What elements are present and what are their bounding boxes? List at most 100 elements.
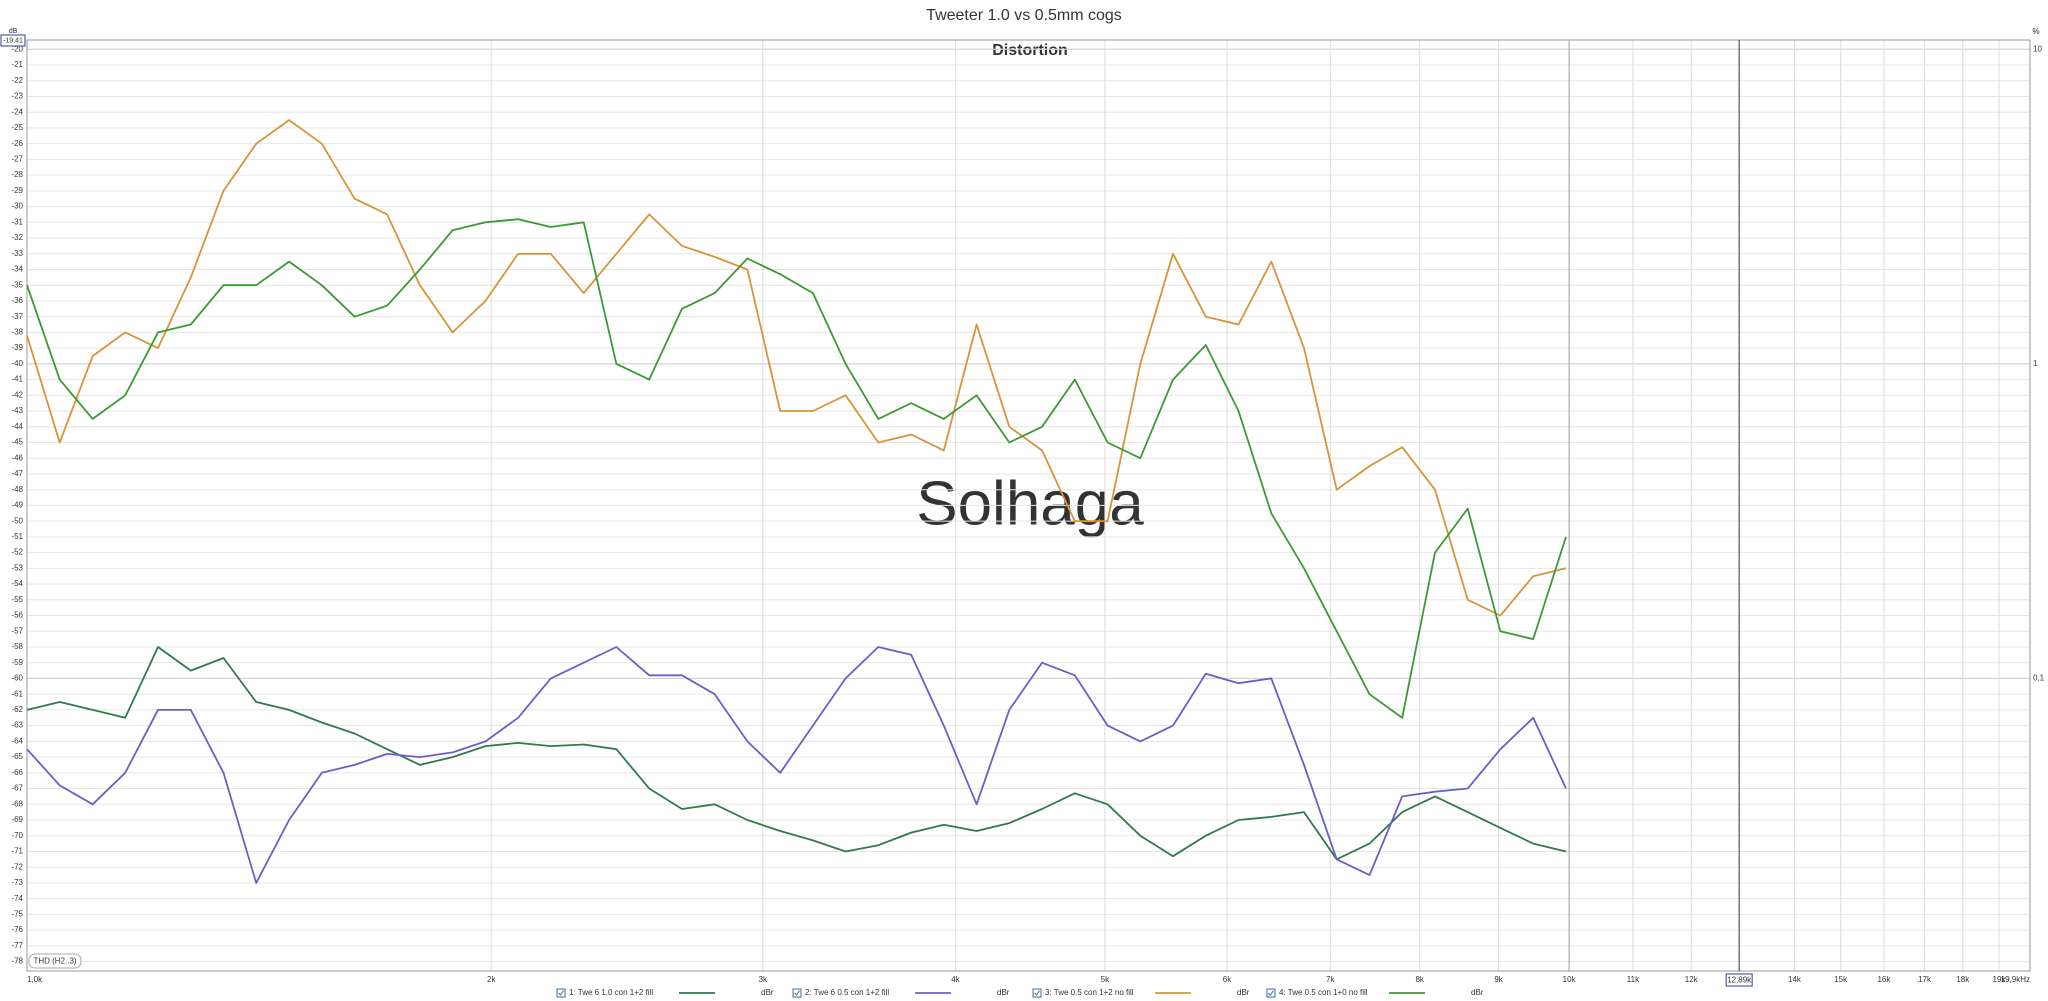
x-tick-label: 5k: [1101, 975, 1110, 984]
y2-axis-label: %: [2032, 27, 2039, 36]
badge-box: [28, 953, 82, 969]
legend-unit: dBr: [761, 988, 774, 997]
y2-tick-label: 0,1: [2033, 674, 2045, 683]
x-tick-label: 3k: [759, 975, 768, 984]
y-tick-label: -20: [11, 44, 23, 53]
x-tick-label: 12k: [1685, 975, 1699, 984]
y-tick-label: -45: [11, 438, 23, 447]
y-tick-label: -34: [11, 265, 23, 274]
x-tick-label: 19k: [1993, 975, 2007, 984]
plot-frame: [26, 39, 2031, 972]
y-tick-label: -28: [11, 170, 23, 179]
legend-unit: dBr: [1237, 988, 1250, 997]
legend-checkbox[interactable]: [792, 988, 802, 998]
x-tick-label: 14k: [1788, 975, 1802, 984]
y-tick-label: -65: [11, 752, 23, 761]
y-tick-label: -53: [11, 563, 23, 572]
y-tick-label: -44: [11, 422, 23, 431]
y-tick-label: -67: [11, 784, 23, 793]
legend-checkbox[interactable]: [556, 988, 566, 998]
y-tick-label: -26: [11, 139, 23, 148]
y-tick-label: -21: [11, 60, 23, 69]
y-tick-label: -71: [11, 847, 23, 856]
y-tick-label: -31: [11, 217, 23, 226]
y-tick-label: -40: [11, 359, 23, 368]
legend-label: 2: Twe 6 0.5 con 1+2 fill: [805, 988, 889, 997]
y-tick-label: -32: [11, 233, 23, 242]
y-tick-label: -73: [11, 878, 23, 887]
y-tick-label: -68: [11, 799, 23, 808]
y2-tick-label: 10: [2033, 44, 2042, 53]
y-tick-label: -63: [11, 721, 23, 730]
y-tick-label: -62: [11, 705, 23, 714]
y-tick-label: -29: [11, 186, 23, 195]
legend-unit: dBr: [997, 988, 1010, 997]
series-line: [26, 646, 1567, 884]
y-tick-label: -23: [11, 92, 23, 101]
y-tick-label: -48: [11, 485, 23, 494]
y-tick-label: -72: [11, 862, 23, 871]
x-tick-label: 17k: [1918, 975, 1932, 984]
y-tick-label: -66: [11, 768, 23, 777]
y-tick-label: -59: [11, 658, 23, 667]
y-tick-label: -35: [11, 280, 23, 289]
y-tick-label: -52: [11, 548, 23, 557]
x-tick-label: 9k: [1494, 975, 1503, 984]
y-tick-label: -57: [11, 626, 23, 635]
legend-check: [1034, 990, 1040, 996]
y-tick-label: -76: [11, 925, 23, 934]
legend-checkbox[interactable]: [1266, 988, 1276, 998]
x-tick-label: 4k: [951, 975, 960, 984]
y-tick-label: -56: [11, 611, 23, 620]
y-tick-label: -51: [11, 532, 23, 541]
legend-check: [1268, 990, 1274, 996]
y-tick-label: -75: [11, 909, 23, 918]
y-tick-label: -30: [11, 202, 23, 211]
badge-label: THD (H2..3): [33, 957, 76, 966]
y-tick-label: -78: [11, 957, 23, 966]
y2-tick-label: 1: [2033, 359, 2038, 368]
x-tick-label: 15k: [1834, 975, 1848, 984]
watermark: Solhaga: [916, 469, 1144, 538]
y-tick-label: -54: [11, 579, 23, 588]
x-tick-label: 7k: [1326, 975, 1335, 984]
y-tick-label: -74: [11, 894, 23, 903]
legend-check: [558, 990, 564, 996]
series-line: [26, 646, 1567, 861]
y-tick-label: -42: [11, 390, 23, 399]
y-tick-label: -55: [11, 595, 23, 604]
y-tick-label: -46: [11, 453, 23, 462]
chart-title: Tweeter 1.0 vs 0.5mm cogs: [926, 7, 1122, 24]
y-tick-label: -38: [11, 328, 23, 337]
y-tick-label: -58: [11, 642, 23, 651]
y-tick-label: -60: [11, 674, 23, 683]
series-line: [26, 119, 1567, 617]
legend-label: 3: Twe 0.5 con 1+2 no fill: [1045, 988, 1134, 997]
y-tick-label: -27: [11, 154, 23, 163]
y-tick-label: -77: [11, 941, 23, 950]
y-tick-label: -37: [11, 312, 23, 321]
cursor-y-box: [0, 34, 26, 47]
x-tick-label: 18k: [1956, 975, 1970, 984]
legend-checkbox[interactable]: [1032, 988, 1042, 998]
y-tick-label: -64: [11, 736, 23, 745]
x-tick-label: 1,0k: [27, 975, 43, 984]
y-axis-label: dB: [9, 28, 18, 35]
legend-label: 4: Twe 0.5 con 1+0 no fill: [1279, 988, 1368, 997]
y-tick-label: -49: [11, 501, 23, 510]
cursor-y-label: -19,41: [3, 37, 23, 44]
chart-subtitle: Distortion: [992, 42, 1068, 59]
x-tick-label: 10k: [1563, 975, 1577, 984]
y-tick-label: -47: [11, 469, 23, 478]
y-tick-label: -50: [11, 516, 23, 525]
y-tick-label: -70: [11, 831, 23, 840]
series-line: [26, 218, 1567, 719]
y-tick-label: -41: [11, 375, 23, 384]
y-tick-label: -43: [11, 406, 23, 415]
y-tick-label: -25: [11, 123, 23, 132]
legend-label: 1: Twe 6 1.0 con 1+2 fill: [569, 988, 653, 997]
cursor-label: 12,89k: [1727, 976, 1752, 985]
y-tick-label: -61: [11, 689, 23, 698]
